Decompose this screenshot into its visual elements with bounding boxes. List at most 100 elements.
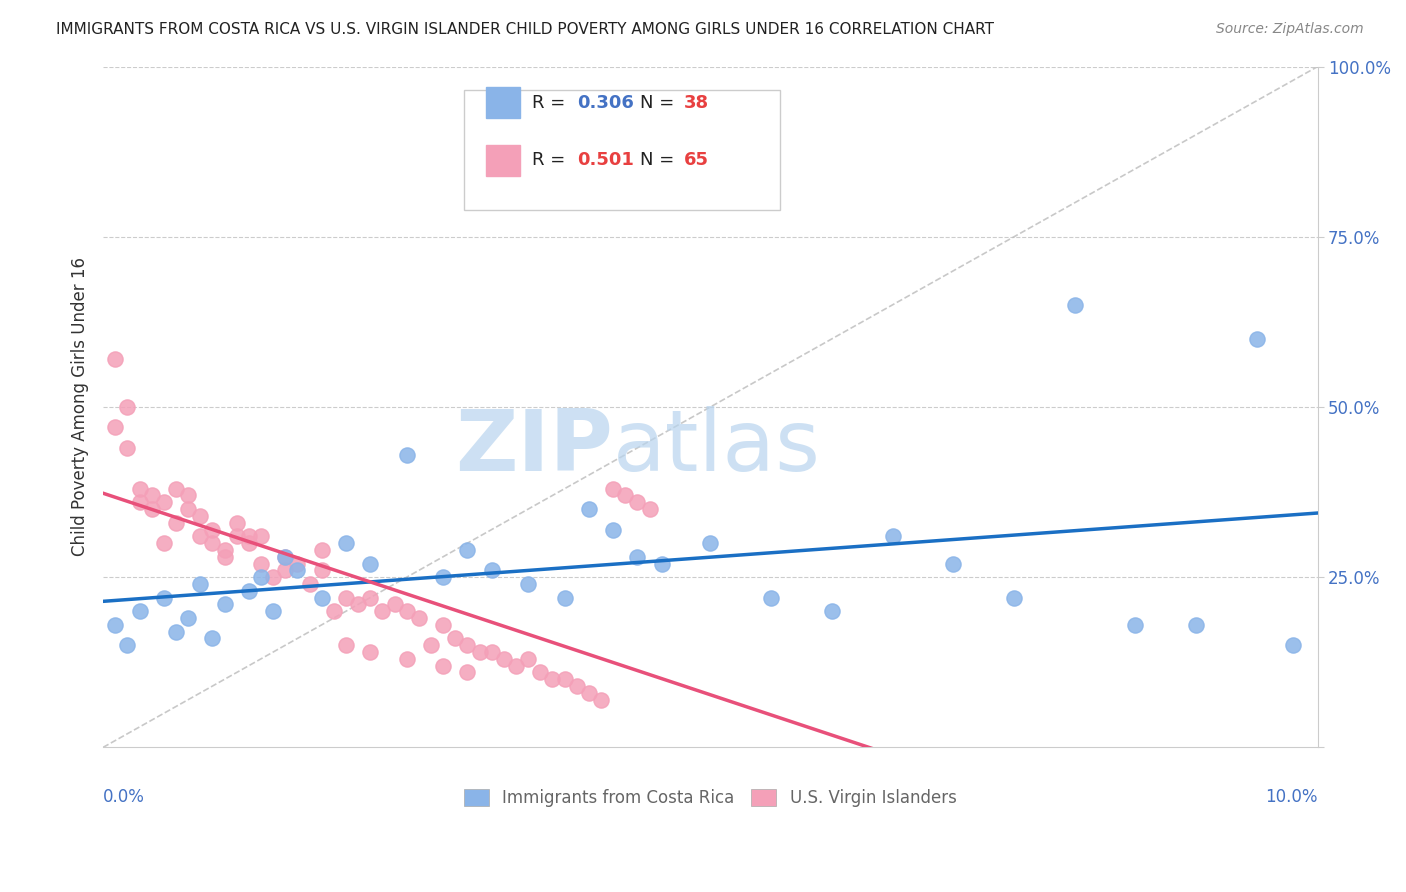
Point [456,543,478,558]
Point [250,570,273,584]
Point [104,352,127,367]
Point [225,516,247,530]
Point [274,549,297,564]
Point [759,591,782,605]
Point [141,502,163,516]
Point [505,658,527,673]
Point [128,604,150,618]
Text: ZIP: ZIP [456,407,613,490]
Point [201,536,224,550]
Point [602,482,624,496]
Point [359,645,381,659]
Point [153,536,176,550]
Point [287,557,309,571]
Point [311,591,333,605]
Text: atlas: atlas [613,407,821,490]
Point [589,692,612,706]
Point [602,523,624,537]
Text: R =: R = [531,94,571,112]
Point [578,502,600,516]
Point [432,570,454,584]
Point [651,557,673,571]
Point [153,495,176,509]
Point [614,488,637,502]
Text: N =: N = [640,94,681,112]
Point [395,448,418,462]
Point [177,502,200,516]
Point [554,591,576,605]
Point [117,441,139,455]
Point [238,583,260,598]
Point [335,591,357,605]
Point [432,617,454,632]
Point [201,632,224,646]
Text: N =: N = [640,151,681,169]
Point [141,488,163,502]
Point [456,638,478,652]
Point [517,652,540,666]
Point [492,652,515,666]
Point [177,488,200,502]
Point [444,632,467,646]
Point [638,502,661,516]
Point [250,557,273,571]
Point [626,495,648,509]
Bar [485,87,520,118]
Point [1063,298,1085,312]
Point [177,611,200,625]
Point [481,645,503,659]
Point [408,611,430,625]
Point [456,665,478,680]
Point [262,570,284,584]
Legend: Immigrants from Costa Rica, U.S. Virgin Islanders: Immigrants from Costa Rica, U.S. Virgin … [457,782,963,814]
Point [153,591,176,605]
Point [201,523,224,537]
Text: 38: 38 [683,94,709,112]
Point [821,604,844,618]
Text: 0.306: 0.306 [576,94,634,112]
Point [420,638,443,652]
Point [371,604,394,618]
Point [347,598,370,612]
FancyBboxPatch shape [464,90,779,210]
Text: 10.0%: 10.0% [1265,789,1317,806]
Point [214,549,236,564]
Point [529,665,551,680]
Y-axis label: Child Poverty Among Girls Under 16: Child Poverty Among Girls Under 16 [72,258,89,557]
Point [311,563,333,577]
Point [517,577,540,591]
Point [165,624,187,639]
Point [468,645,491,659]
Point [565,679,588,693]
Point [238,529,260,543]
Point [432,658,454,673]
Point [384,598,406,612]
Point [626,549,648,564]
Point [311,543,333,558]
Point [214,598,236,612]
Point [128,495,150,509]
Point [942,557,965,571]
Point [335,536,357,550]
Point [262,604,284,618]
Point [165,482,187,496]
Point [117,638,139,652]
Text: Source: ZipAtlas.com: Source: ZipAtlas.com [1216,22,1364,37]
Point [1246,332,1268,346]
Point [322,604,344,618]
Point [104,420,127,434]
Text: 0.501: 0.501 [576,151,634,169]
Point [554,673,576,687]
Point [882,529,904,543]
Bar [485,145,520,176]
Point [1185,617,1208,632]
Point [395,652,418,666]
Text: 65: 65 [683,151,709,169]
Point [359,557,381,571]
Point [287,563,309,577]
Point [214,543,236,558]
Point [225,529,247,543]
Point [481,563,503,577]
Point [298,577,321,591]
Point [188,577,211,591]
